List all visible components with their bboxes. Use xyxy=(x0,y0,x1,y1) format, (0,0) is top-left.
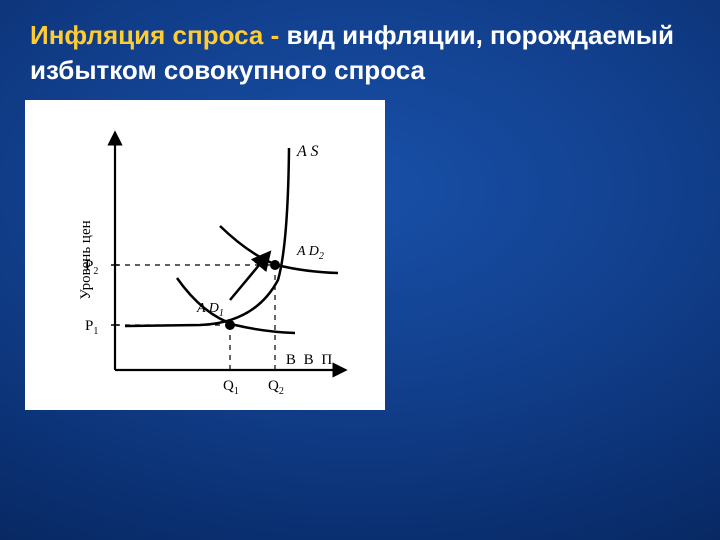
point-e2 xyxy=(270,260,280,270)
shift-arrow xyxy=(230,258,265,300)
x-axis-label: В В П xyxy=(286,352,334,368)
as-label: A S xyxy=(296,143,318,160)
p1-tick-label: P1 xyxy=(85,318,98,337)
ad2-label: A D2 xyxy=(296,244,324,262)
q2-tick-label: Q2 xyxy=(268,378,284,397)
chart-svg: Уровень цен В В П A S A D1 xyxy=(25,100,385,410)
q1-tick-label: Q1 xyxy=(223,378,239,397)
guide-lines xyxy=(115,265,275,370)
title-term: Инфляция спроса - xyxy=(30,20,279,50)
ad1-label: A D1 xyxy=(196,301,224,319)
title-block: Инфляция спроса - вид инфляции, порождае… xyxy=(30,18,690,88)
slide: Инфляция спроса - вид инфляции, порождае… xyxy=(0,0,720,540)
point-e1 xyxy=(225,320,235,330)
chart-panel: Уровень цен В В П A S A D1 xyxy=(25,100,385,410)
as-curve xyxy=(125,148,289,326)
